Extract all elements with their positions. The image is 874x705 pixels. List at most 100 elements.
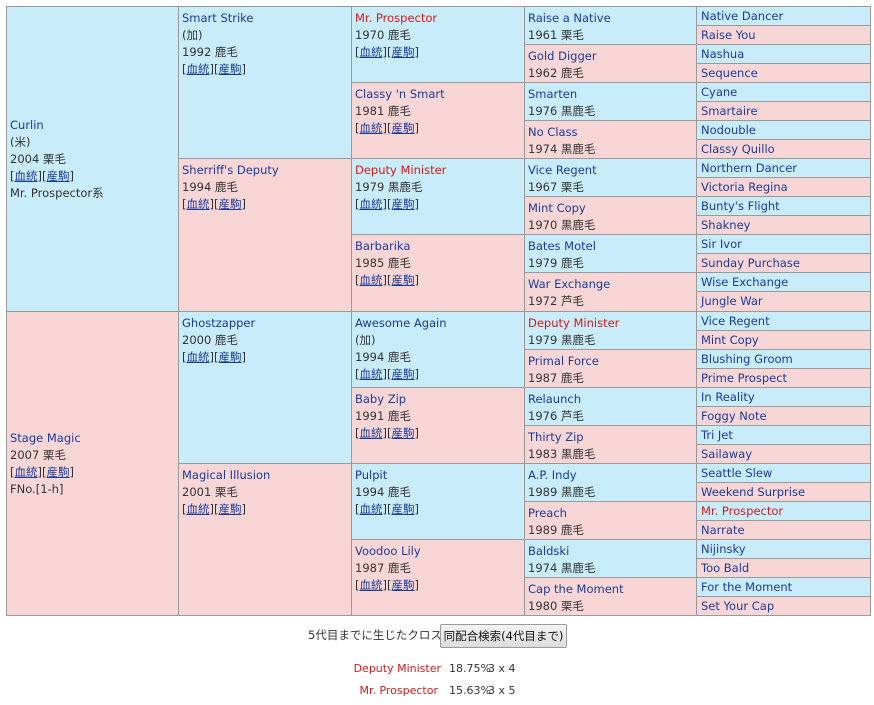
horse-name-link[interactable]: Mr. Prospector <box>355 11 438 25</box>
pedigree-link[interactable]: 血統 <box>186 350 210 364</box>
horse-name-link[interactable]: Gold Digger <box>528 49 597 63</box>
horse-name-link[interactable]: Awesome Again <box>355 316 447 330</box>
offspring-link[interactable]: 産駒 <box>391 197 415 211</box>
horse-name-link[interactable]: Classy Quillo <box>701 142 775 156</box>
offspring-link[interactable]: 産駒 <box>391 426 415 440</box>
horse-name-link[interactable]: For the Moment <box>701 580 793 594</box>
horse-name-link[interactable]: No Class <box>528 125 578 139</box>
same-mating-search-button[interactable]: 同配合検索(4代目まで) <box>440 624 567 648</box>
horse-name-link[interactable]: Relaunch <box>528 392 581 406</box>
pedigree-link[interactable]: 血統 <box>186 197 210 211</box>
horse-name-link[interactable]: Deputy Minister <box>355 163 447 177</box>
offspring-link[interactable]: 産駒 <box>46 168 70 183</box>
horse-name-link[interactable]: Primal Force <box>528 354 599 368</box>
horse-name-link[interactable]: Shakney <box>701 218 751 232</box>
pedigree-link[interactable]: 血統 <box>359 45 383 59</box>
horse-name-link[interactable]: Deputy Minister <box>528 316 620 330</box>
pedigree-link[interactable]: 血統 <box>359 273 383 287</box>
horse-name-link[interactable]: Cyane <box>701 85 738 99</box>
horse-name-link[interactable]: Bates Motel <box>528 239 596 253</box>
pedigree-link[interactable]: 血統 <box>359 578 383 592</box>
horse-name-link[interactable]: Baldski <box>528 544 570 558</box>
offspring-link[interactable]: 産駒 <box>218 502 242 516</box>
horse-name-link[interactable]: Baby Zip <box>355 392 407 406</box>
horse-name-link[interactable]: Smartaire <box>701 104 758 118</box>
horse-name-link[interactable]: Thirty Zip <box>528 430 584 444</box>
offspring-link[interactable]: 産駒 <box>46 464 70 479</box>
horse-name-link[interactable]: Nodouble <box>701 123 756 137</box>
horse-name-link[interactable]: Weekend Surprise <box>701 485 806 499</box>
horse-name-link[interactable]: Sunday Purchase <box>701 256 800 270</box>
horse-name-link[interactable]: Wise Exchange <box>701 275 789 289</box>
pedigree-link[interactable]: 血統 <box>14 168 38 183</box>
horse-name-link[interactable]: Nijinsky <box>701 542 746 556</box>
horse-name-link[interactable]: Prime Prospect <box>701 371 788 385</box>
horse-name-link[interactable]: Sherriff's Deputy <box>182 163 279 177</box>
pedigree-link[interactable]: 血統 <box>186 62 210 76</box>
pedigree-link[interactable]: 血統 <box>359 502 383 516</box>
horse-name-link[interactable]: Northern Dancer <box>701 161 798 175</box>
pedigree-cell-gen5: Wise Exchange <box>696 272 871 292</box>
offspring-link[interactable]: 産駒 <box>218 197 242 211</box>
horse-name-link[interactable]: Preach <box>528 506 567 520</box>
horse-name-link[interactable]: Raise You <box>701 28 756 42</box>
pedigree-link[interactable]: 血統 <box>359 426 383 440</box>
horse-name-link[interactable]: Ghostzapper <box>182 316 256 330</box>
horse-name-link[interactable]: Vice Regent <box>701 314 770 328</box>
cross-horse-name[interactable]: Deputy Minister <box>353 662 441 675</box>
horse-name-link[interactable]: Curlin <box>10 117 44 132</box>
offspring-link[interactable]: 産駒 <box>391 121 415 135</box>
horse-name-link[interactable]: Bunty's Flight <box>701 199 780 213</box>
horse-name-link[interactable]: Sailaway <box>701 447 753 461</box>
horse-name-link[interactable]: Seattle Slew <box>701 466 773 480</box>
horse-name-link[interactable]: Narrate <box>701 523 745 537</box>
horse-name-link[interactable]: Mint Copy <box>528 201 586 215</box>
pedigree-link[interactable]: 血統 <box>14 464 38 479</box>
horse-name-link[interactable]: Voodoo Lily <box>355 544 421 558</box>
pedigree-cell-gen5: Sailaway <box>696 444 871 464</box>
horse-name-link[interactable]: Stage Magic <box>10 430 81 445</box>
cross-row: Deputy Minister 18.75% 3 x 4 <box>0 662 874 678</box>
horse-name-link[interactable]: Nashua <box>701 47 745 61</box>
pedigree-cell-gen4: Mint Copy 1970 黒鹿毛 <box>524 196 697 235</box>
horse-name-link[interactable]: Pulpit <box>355 468 388 482</box>
horse-name-link[interactable]: Too Bald <box>701 561 750 575</box>
pedigree-link[interactable]: 血統 <box>359 367 383 381</box>
horse-name-link[interactable]: Classy 'n Smart <box>355 87 445 101</box>
horse-name-link[interactable]: Native Dancer <box>701 9 784 23</box>
horse-name-link[interactable]: Foggy Note <box>701 409 767 423</box>
offspring-link[interactable]: 産駒 <box>391 578 415 592</box>
horse-name-link[interactable]: Sir Ivor <box>701 237 742 251</box>
offspring-link[interactable]: 産駒 <box>218 62 242 76</box>
horse-name-link[interactable]: Mr. Prospector <box>701 504 784 518</box>
horse-name-link[interactable]: Victoria Regina <box>701 180 788 194</box>
horse-name-link[interactable]: Tri Jet <box>701 428 733 442</box>
horse-name-link[interactable]: Mint Copy <box>701 333 759 347</box>
horse-name-link[interactable]: A.P. Indy <box>528 468 577 482</box>
pedigree-link[interactable]: 血統 <box>359 197 383 211</box>
horse-name-link[interactable]: Blushing Groom <box>701 352 793 366</box>
horse-name-link[interactable]: In Reality <box>701 390 755 404</box>
horse-name-link[interactable]: Vice Regent <box>528 163 597 177</box>
horse-name-link[interactable]: Barbarika <box>355 239 411 253</box>
pedigree-link[interactable]: 血統 <box>359 121 383 135</box>
horse-name-link[interactable]: Jungle War <box>701 294 763 308</box>
offspring-link[interactable]: 産駒 <box>391 367 415 381</box>
horse-name-link[interactable]: Set Your Cap <box>701 599 775 613</box>
pedigree-link[interactable]: 血統 <box>186 502 210 516</box>
horse-links: [血統][産駒] <box>355 502 419 516</box>
horse-name-link[interactable]: Cap the Moment <box>528 582 624 596</box>
cross-horse-name[interactable]: Mr. Prospector <box>359 684 438 697</box>
horse-name-link[interactable]: Smart Strike <box>182 11 254 25</box>
offspring-link[interactable]: 産駒 <box>391 273 415 287</box>
horse-name-link[interactable]: Raise a Native <box>528 11 611 25</box>
pedigree-cell-gen1: Stage Magic 2007 栗毛 [血統][産駒] FNo.[1-h] <box>6 311 179 616</box>
horse-name-link[interactable]: War Exchange <box>528 277 611 291</box>
horse-info: 1972 芦毛 <box>528 294 584 308</box>
horse-name-link[interactable]: Magical Illusion <box>182 468 271 482</box>
offspring-link[interactable]: 産駒 <box>391 502 415 516</box>
horse-name-link[interactable]: Smarten <box>528 87 578 101</box>
offspring-link[interactable]: 産駒 <box>391 45 415 59</box>
horse-name-link[interactable]: Sequence <box>701 66 758 80</box>
offspring-link[interactable]: 産駒 <box>218 350 242 364</box>
